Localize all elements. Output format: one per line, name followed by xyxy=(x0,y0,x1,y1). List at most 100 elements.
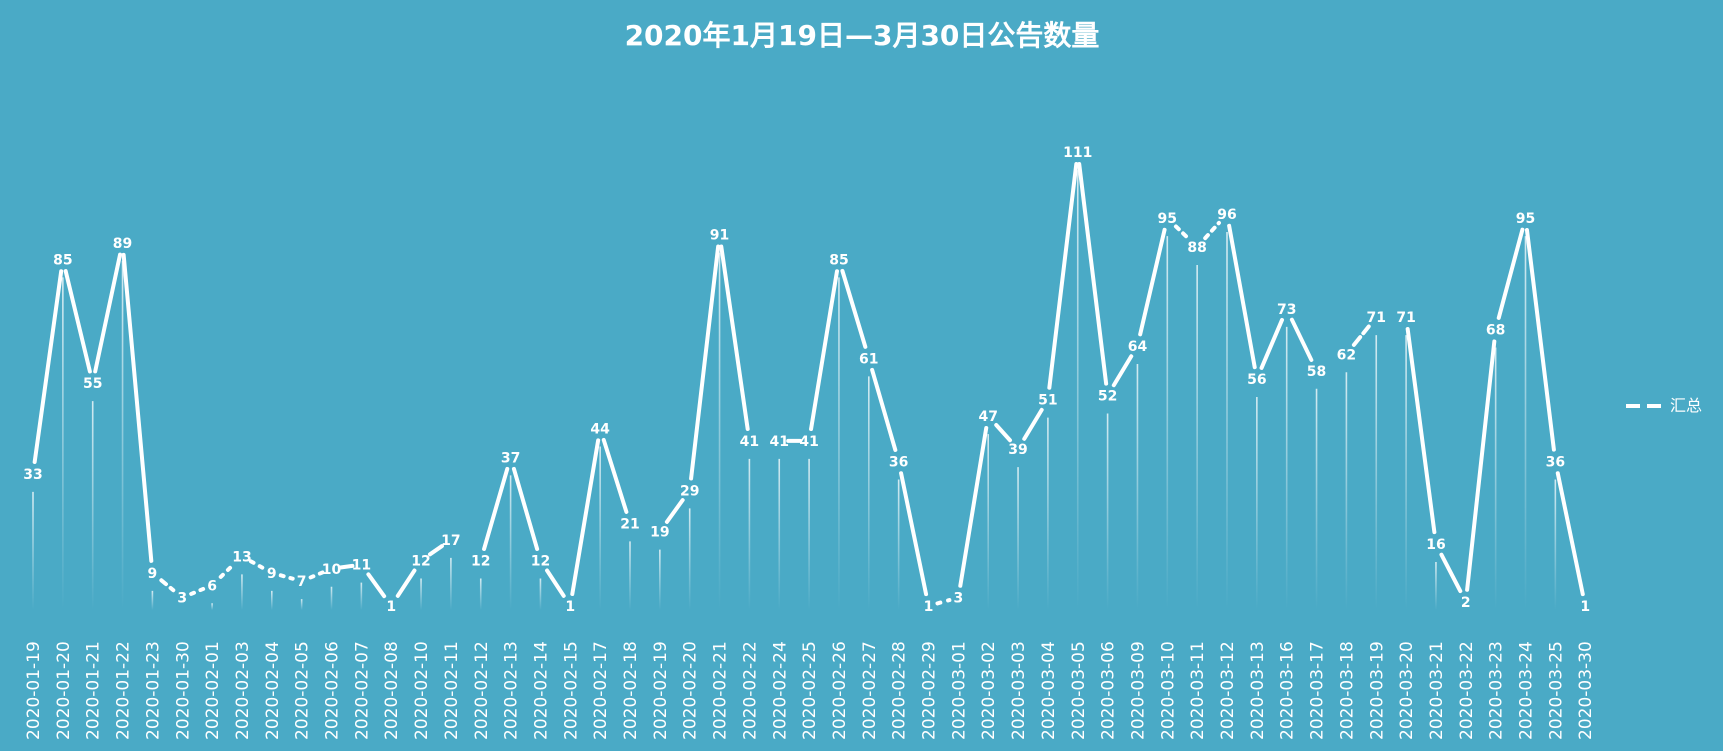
x-tick-label: 2020-02-19 xyxy=(651,641,671,740)
data-label: 33 xyxy=(23,467,42,483)
line-segment xyxy=(1439,552,1463,594)
line-segment xyxy=(189,586,206,596)
line-segment xyxy=(1138,227,1167,337)
line-segment xyxy=(935,598,952,606)
line-segment xyxy=(1289,317,1314,362)
line-segment xyxy=(1496,227,1525,320)
x-tick-label: 2020-03-23 xyxy=(1487,641,1507,740)
x-tick-label: 2020-02-17 xyxy=(591,641,611,740)
line-segment xyxy=(545,568,566,598)
data-label: 71 xyxy=(1396,310,1415,326)
drop-line xyxy=(91,401,94,610)
line-segment xyxy=(1405,327,1437,535)
line-segment xyxy=(664,498,685,524)
drop-lines xyxy=(32,170,1557,610)
x-tick-label: 2020-02-18 xyxy=(621,641,641,740)
drop-line xyxy=(1076,170,1079,610)
x-axis-tick-labels: 2020-01-19 2020-01-20 2020-01-21 2020-01-22… xyxy=(24,641,1596,740)
data-label: 1 xyxy=(565,599,575,615)
data-label: 96 xyxy=(1217,207,1236,223)
x-tick-label: 2020-03-24 xyxy=(1517,641,1537,740)
x-tick-label: 2020-03-06 xyxy=(1099,641,1119,740)
data-label: 85 xyxy=(53,252,72,268)
data-label: 37 xyxy=(501,450,520,466)
data-label: 29 xyxy=(680,483,699,499)
drop-line xyxy=(897,479,900,610)
data-label: 73 xyxy=(1277,302,1296,318)
line-segment xyxy=(840,268,868,349)
line-segment xyxy=(1465,339,1497,592)
x-tick-label: 2020-02-12 xyxy=(472,641,492,740)
drop-line xyxy=(151,590,154,610)
drop-line xyxy=(539,578,542,610)
drop-line xyxy=(450,557,452,610)
drop-line xyxy=(271,590,273,610)
data-label: 10 xyxy=(322,562,342,578)
data-label: 1 xyxy=(924,599,934,615)
x-tick-label: 2020-02-24 xyxy=(770,641,790,740)
data-label: 12 xyxy=(531,554,550,570)
line-segment xyxy=(1111,354,1134,388)
data-label: 41 xyxy=(799,434,818,450)
drop-line xyxy=(659,549,661,610)
line-segment xyxy=(601,437,629,514)
line-segment xyxy=(1077,162,1109,386)
x-tick-label: 2020-02-14 xyxy=(531,641,551,740)
line-segment xyxy=(218,562,236,579)
data-label: 2 xyxy=(1461,595,1471,611)
drop-line xyxy=(1106,413,1109,610)
drop-line xyxy=(1047,417,1049,610)
data-label: 16 xyxy=(1426,537,1445,553)
data-label: 64 xyxy=(1128,339,1148,355)
x-tick-label: 2020-02-29 xyxy=(920,641,940,740)
x-tick-label: 2020-02-28 xyxy=(890,641,910,740)
line-segment xyxy=(338,563,355,570)
data-label: 62 xyxy=(1337,347,1356,363)
drop-line xyxy=(808,458,810,610)
drop-line xyxy=(1136,364,1139,610)
line-segment xyxy=(1227,223,1257,370)
x-tick-label: 2020-02-05 xyxy=(293,641,313,740)
drop-line xyxy=(718,252,721,610)
x-tick-label: 2020-03-17 xyxy=(1308,641,1328,740)
x-tick-label: 2020-02-01 xyxy=(203,641,223,740)
data-label: 68 xyxy=(1486,323,1505,339)
x-tick-label: 2020-01-21 xyxy=(84,641,104,740)
drop-line xyxy=(62,277,64,610)
x-tick-label: 2020-02-15 xyxy=(561,641,581,740)
drop-line xyxy=(838,277,840,610)
line-segment xyxy=(1173,224,1191,241)
drop-line xyxy=(479,578,482,610)
drop-line xyxy=(420,578,422,610)
data-label: 13 xyxy=(232,549,251,565)
x-tick-label: 2020-02-26 xyxy=(830,641,850,740)
x-tick-label: 2020-03-25 xyxy=(1546,641,1566,740)
drop-line xyxy=(330,586,333,610)
data-label: 17 xyxy=(441,533,460,549)
x-tick-label: 2020-02-25 xyxy=(800,641,820,740)
data-label: 36 xyxy=(1546,455,1565,471)
data-label: 41 xyxy=(770,434,789,450)
drop-line xyxy=(868,376,870,610)
x-tick-label: 2020-03-12 xyxy=(1218,641,1238,740)
data-label: 91 xyxy=(710,228,729,244)
line-segment xyxy=(395,568,417,598)
x-tick-label: 2020-01-20 xyxy=(54,641,74,740)
line-segment xyxy=(870,367,898,452)
data-label: 6 xyxy=(207,578,217,594)
drop-line xyxy=(688,508,691,610)
drop-line xyxy=(599,446,601,610)
x-tick-label: 2020-03-22 xyxy=(1457,641,1477,740)
drop-line xyxy=(1375,335,1378,610)
line-segment xyxy=(719,244,750,431)
drop-line xyxy=(241,574,243,610)
data-label: 1 xyxy=(386,599,396,615)
data-label: 21 xyxy=(620,516,639,532)
line-segment xyxy=(958,425,989,588)
data-label: 3 xyxy=(177,591,187,607)
line-segment xyxy=(428,544,444,557)
data-label: 51 xyxy=(1038,393,1057,409)
line-segment xyxy=(1259,317,1285,370)
drop-line xyxy=(987,434,989,610)
line-segment xyxy=(63,269,92,374)
